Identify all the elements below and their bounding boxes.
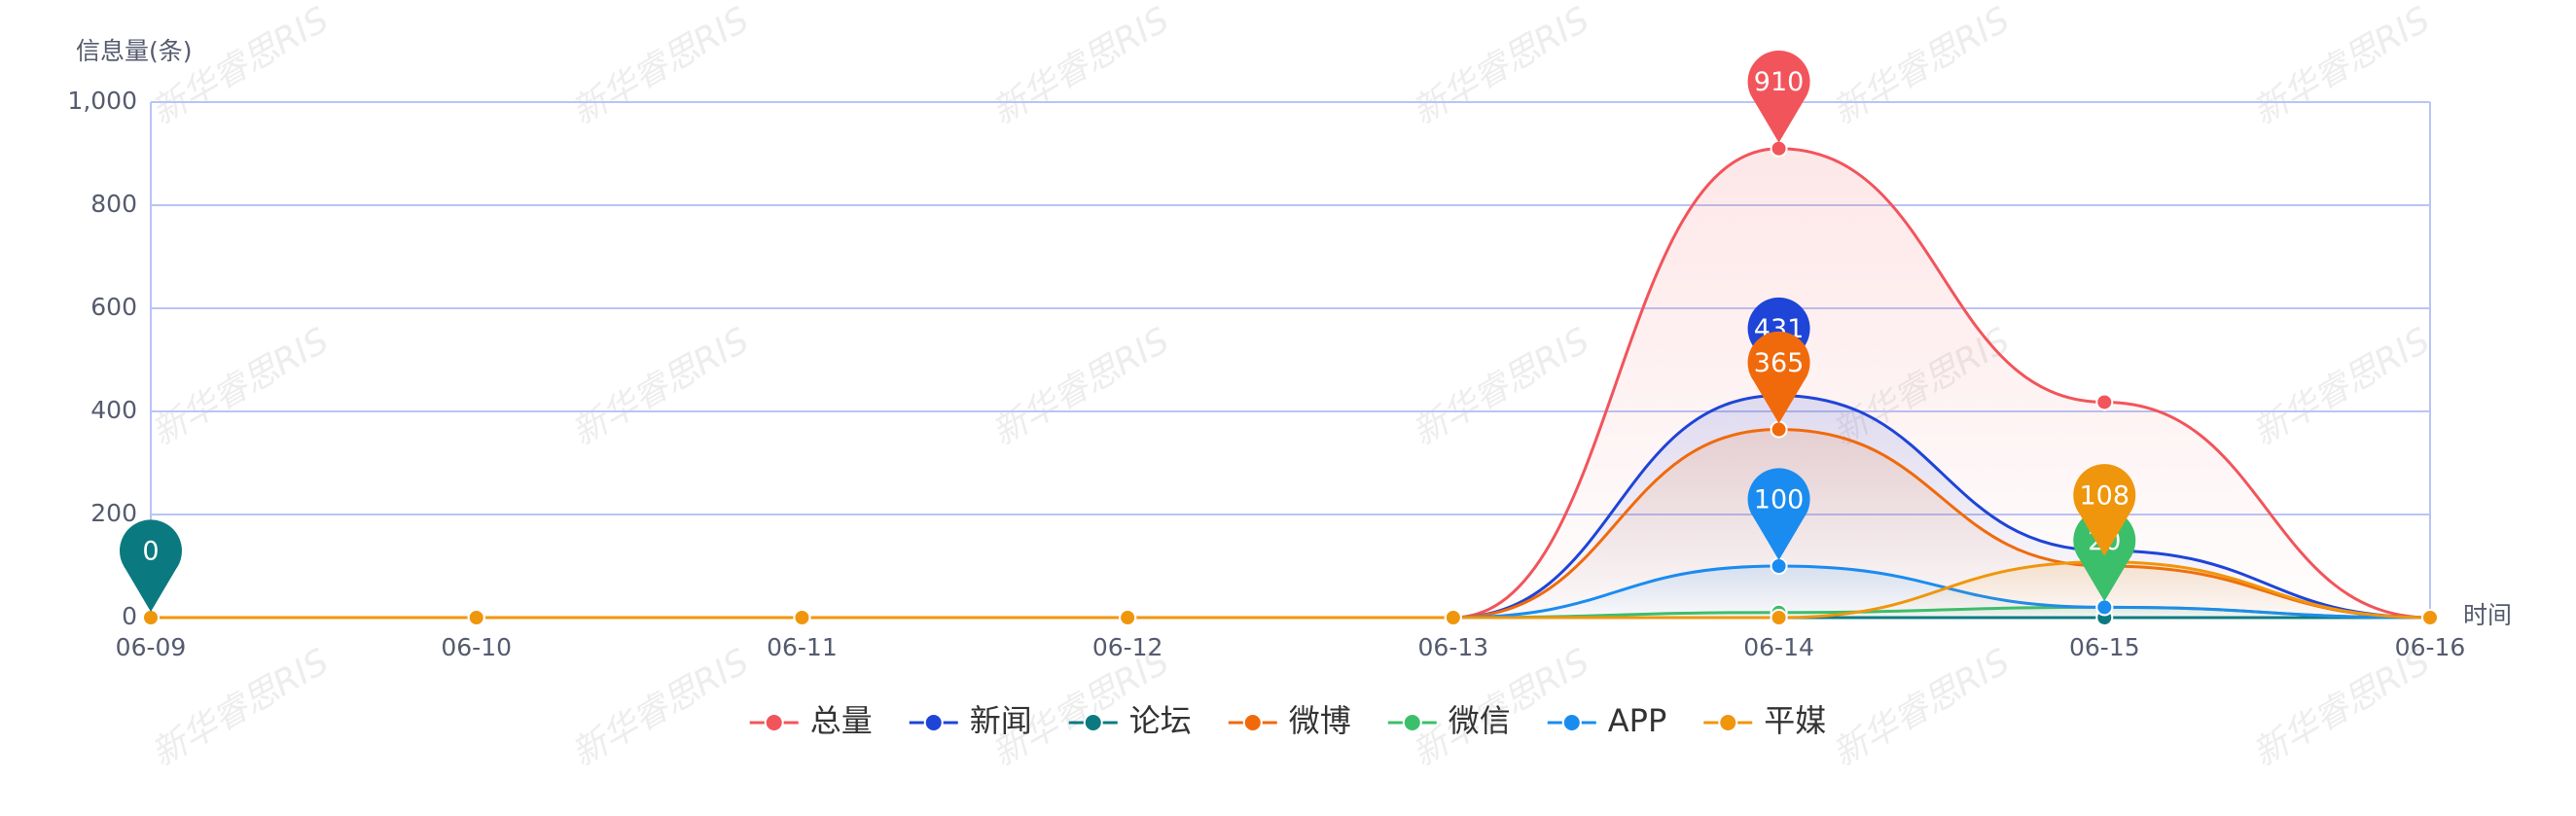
pin-label: 0: [142, 537, 159, 567]
watermark: 新华睿思RIS: [1406, 321, 1596, 454]
watermark: 新华睿思RIS: [145, 321, 336, 454]
legend-label: 新闻: [970, 702, 1032, 739]
x-tick-label: 06-09: [116, 633, 187, 661]
point: [793, 609, 811, 626]
legend-dot: [1718, 713, 1738, 732]
legend-label: 微博: [1289, 702, 1351, 739]
point: [1770, 139, 1788, 158]
legend-dot: [923, 713, 944, 732]
y-tick-label: 800: [90, 190, 137, 218]
pin: [1747, 331, 1810, 424]
watermark: 新华睿思RIS: [145, 642, 336, 775]
y-tick-label: 1,000: [67, 87, 137, 115]
legend-label: 总量: [810, 702, 873, 739]
max-pin: 0: [119, 519, 183, 612]
watermark: 新华睿思RIS: [1826, 0, 2017, 132]
max-pin: 365: [1747, 331, 1810, 424]
legend-label: 论坛: [1129, 702, 1192, 739]
legend-dot: [1242, 713, 1263, 732]
watermark: 新华睿思RIS: [145, 0, 336, 132]
watermark: 新华睿思RIS: [985, 0, 1176, 132]
max-pin: 108: [2073, 464, 2136, 556]
watermark: 新华睿思RIS: [565, 321, 756, 454]
watermark: 新华睿思RIS: [565, 642, 756, 775]
area: [151, 561, 2430, 618]
point: [467, 609, 485, 626]
y-tick-label: 400: [90, 396, 137, 424]
legend-dot: [1402, 713, 1422, 732]
watermark: 新华睿思RIS: [1406, 0, 1596, 132]
max-pin: 100: [1747, 468, 1810, 560]
pin: [1747, 51, 1810, 143]
pin-label: 108: [2080, 480, 2130, 511]
watermark: 新华睿思RIS: [1826, 642, 2017, 775]
legend-dot: [764, 713, 784, 732]
point: [1119, 609, 1137, 626]
watermark: 新华睿思RIS: [985, 321, 1176, 454]
pin: [119, 519, 183, 612]
legend-label: 微信: [1449, 702, 1511, 739]
y-axis-label: 信息量(条): [76, 37, 193, 65]
watermark: 新华睿思RIS: [565, 0, 756, 132]
area: [151, 566, 2430, 618]
x-tick-label: 06-12: [1092, 633, 1163, 661]
x-tick-label: 06-11: [767, 633, 838, 661]
y-tick-label: 0: [122, 602, 137, 630]
legend-dot: [1083, 713, 1103, 732]
pin-label: 910: [1754, 67, 1805, 97]
legend-dot: [1561, 713, 1582, 732]
line: [151, 560, 2431, 620]
x-tick-label: 06-10: [441, 633, 512, 661]
legend-label: 平媒: [1764, 702, 1826, 739]
legend-label: APP: [1608, 702, 1666, 739]
x-tick-label: 06-15: [2069, 633, 2140, 661]
watermark: 新华睿思RIS: [2246, 642, 2437, 775]
x-tick-label: 06-13: [1418, 633, 1489, 661]
pin-label: 100: [1754, 485, 1805, 515]
point: [1770, 609, 1788, 626]
point: [2095, 393, 2114, 411]
point: [142, 609, 160, 626]
y-tick-label: 600: [90, 293, 137, 321]
pin-label: 365: [1754, 348, 1805, 378]
x-tick-label: 06-14: [1743, 633, 1814, 661]
watermark: 新华睿思RIS: [2246, 0, 2437, 132]
point: [1770, 420, 1788, 439]
watermark: 新华睿思RIS: [2246, 321, 2437, 454]
point: [1444, 609, 1462, 626]
pin: [2073, 464, 2136, 556]
point: [1770, 557, 1788, 575]
max-pin: 910: [1747, 51, 1810, 143]
x-tick-label: 06-16: [2395, 633, 2466, 661]
x-axis-label: 时间: [2463, 601, 2512, 629]
point: [2421, 609, 2439, 626]
y-tick-label: 200: [90, 499, 137, 527]
pin: [1747, 468, 1810, 560]
legend: 总量 新闻 论坛 微博 微信 APP 平媒: [749, 702, 1826, 739]
point: [2095, 598, 2114, 617]
